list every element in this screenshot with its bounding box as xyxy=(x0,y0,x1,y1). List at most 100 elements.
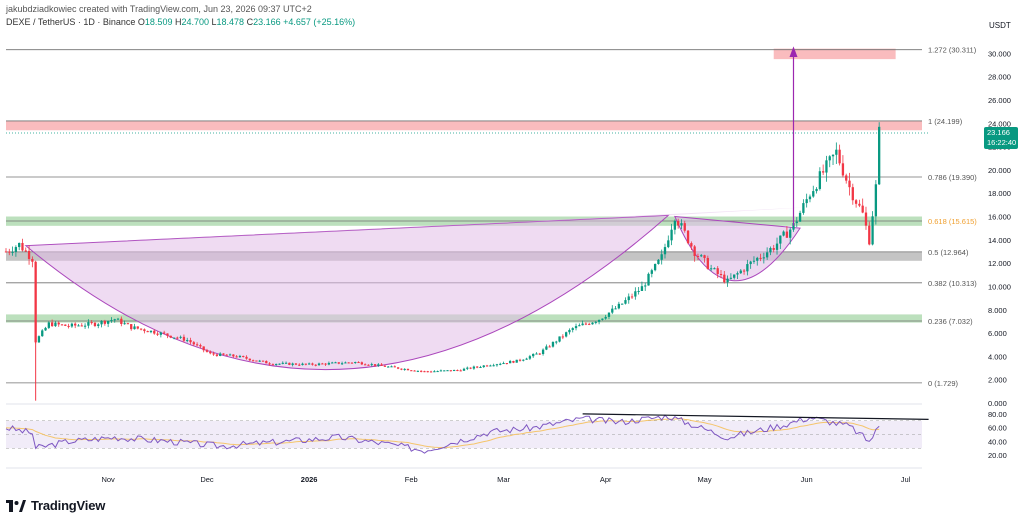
candle-body xyxy=(176,337,179,339)
candle-body xyxy=(416,370,420,372)
candle-body xyxy=(759,257,762,259)
candle-body xyxy=(156,333,159,335)
candle-body xyxy=(436,371,439,373)
rsi-y-tick-label: 40.00 xyxy=(988,437,1007,446)
candle-body xyxy=(383,365,387,367)
x-tick-label: 2026 xyxy=(301,475,318,484)
candle-body xyxy=(41,330,44,337)
candle-body xyxy=(614,308,617,310)
candle-body xyxy=(861,205,864,213)
candle-body xyxy=(11,251,14,253)
candle-body xyxy=(815,188,818,192)
candle-body xyxy=(8,251,11,253)
candle-body xyxy=(426,371,429,373)
fib-label-0.786: 0.786 (19.390) xyxy=(928,173,977,182)
candle-body xyxy=(179,336,182,338)
candle-body xyxy=(667,240,670,248)
candle-body xyxy=(525,358,528,360)
last-price-text: 23.166 xyxy=(987,128,1010,137)
candle-body xyxy=(601,318,604,320)
candle-body xyxy=(413,370,416,372)
candle-body xyxy=(805,199,808,204)
candle-body xyxy=(462,368,466,371)
candle-body xyxy=(281,362,284,364)
candle-body xyxy=(261,360,265,362)
x-tick-label: Mar xyxy=(497,475,510,484)
candle-body xyxy=(377,364,380,366)
candle-body xyxy=(149,330,153,333)
candle-body xyxy=(812,191,815,197)
candle-body xyxy=(785,231,789,238)
candle-body xyxy=(703,255,706,258)
candle-body xyxy=(116,318,120,320)
open-label: O xyxy=(137,17,145,27)
candle-body xyxy=(410,370,413,372)
candle-body xyxy=(723,274,726,283)
candle-body xyxy=(828,156,831,161)
symbol-name[interactable]: DEXE / TetherUS · 1D · Binance xyxy=(6,17,136,27)
candle-body xyxy=(696,255,700,257)
price-unit-label: USDT xyxy=(989,21,1011,30)
candle-body xyxy=(594,321,597,323)
candle-body xyxy=(169,335,172,338)
candle-body xyxy=(548,346,551,348)
candle-body xyxy=(647,273,650,286)
candle-body xyxy=(660,254,663,260)
candle-body xyxy=(130,324,133,330)
candle-body xyxy=(136,326,139,329)
candle-body xyxy=(858,203,861,206)
candle-body xyxy=(106,320,110,324)
candle-body xyxy=(34,261,37,343)
candle-body xyxy=(508,361,512,364)
candle-body xyxy=(314,364,317,366)
candle-body xyxy=(505,363,508,365)
y-tick-label: 6.000 xyxy=(988,329,1007,338)
low-label: L xyxy=(211,17,217,27)
change-value: +4.657 (+25.16%) xyxy=(283,17,356,27)
candle-body xyxy=(110,320,113,322)
candle-body xyxy=(360,362,364,365)
candle-body xyxy=(143,329,146,332)
fib-label-0: 0 (1.729) xyxy=(928,379,959,388)
candle-body xyxy=(792,223,795,230)
candle-body xyxy=(841,163,845,176)
candle-body xyxy=(512,361,515,363)
candle-body xyxy=(50,322,54,327)
candle-body xyxy=(808,196,812,200)
candle-body xyxy=(555,341,558,343)
candle-body xyxy=(746,264,749,272)
candle-body xyxy=(588,323,591,325)
candle-body xyxy=(831,154,835,157)
y-tick-label: 16.000 xyxy=(988,213,1011,222)
candle-body xyxy=(574,326,578,329)
candle-body xyxy=(123,323,126,325)
candle-body xyxy=(248,358,251,361)
candle-body xyxy=(693,246,696,256)
candle-body xyxy=(396,367,400,369)
candle-body xyxy=(219,353,222,356)
candle-body xyxy=(752,260,756,262)
candle-body xyxy=(868,225,871,245)
candle-body xyxy=(677,220,680,226)
candle-body xyxy=(627,296,630,301)
rsi-trendline xyxy=(582,413,929,420)
candle-body xyxy=(57,322,60,325)
tradingview-logo[interactable]: TradingView xyxy=(6,498,105,513)
candle-body xyxy=(133,326,136,330)
candle-body xyxy=(317,363,321,366)
candle-body xyxy=(44,327,47,331)
candle-body xyxy=(545,346,548,350)
created-by-note: jakubdziadkowiec created with TradingVie… xyxy=(6,4,312,14)
candle-body xyxy=(522,359,525,361)
candle-body xyxy=(775,243,779,250)
candle-body xyxy=(423,371,426,373)
candle-body xyxy=(251,360,255,362)
candle-body xyxy=(238,355,242,358)
candle-body xyxy=(232,354,235,357)
y-tick-label: 14.000 xyxy=(988,236,1011,245)
candle-body xyxy=(789,229,792,238)
candle-body xyxy=(825,160,828,173)
x-tick-label: Jun xyxy=(801,475,813,484)
candle-body xyxy=(304,363,307,365)
